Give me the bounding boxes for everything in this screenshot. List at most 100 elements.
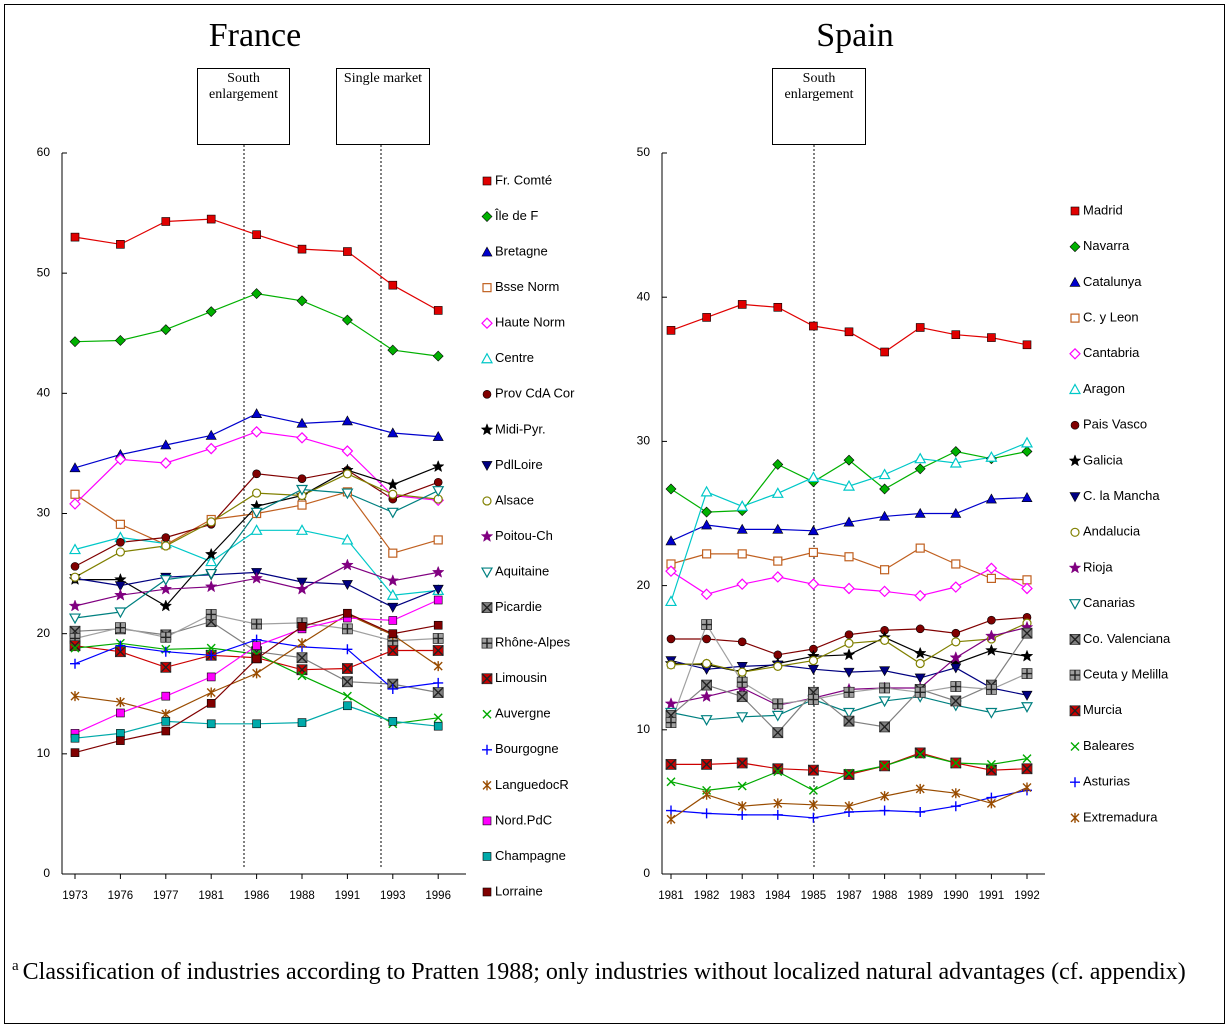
data-point: [808, 785, 818, 795]
marker-shape: [701, 679, 713, 691]
marker-shape: [736, 662, 748, 672]
legend-label: PdlLoire: [495, 457, 543, 472]
y-tick-label: 50: [637, 145, 651, 159]
data-point: [701, 506, 713, 518]
data-point: [250, 524, 263, 535]
marker-shape: [1069, 492, 1081, 503]
marker-shape: [69, 336, 81, 348]
marker-shape: [114, 453, 127, 466]
marker-shape: [879, 721, 891, 733]
data-point: [665, 483, 677, 495]
data-point: [1021, 690, 1033, 701]
marker-shape: [879, 805, 890, 816]
data-point: [701, 519, 713, 530]
data-point: [701, 758, 713, 770]
marker-shape: [807, 578, 820, 591]
data-point: [114, 646, 126, 658]
marker-shape: [160, 324, 172, 336]
series-line: [74, 612, 439, 754]
legend-label: LanguedocR: [495, 777, 569, 792]
marker-shape: [986, 573, 997, 583]
data-point: [251, 288, 263, 300]
marker-shape: [296, 652, 308, 664]
y-tick-label: 0: [43, 866, 50, 880]
marker-shape: [297, 718, 307, 727]
marker-shape: [432, 486, 445, 497]
marker-shape: [914, 463, 926, 475]
marker-shape: [843, 582, 855, 595]
marker-shape: [341, 558, 354, 571]
legend-marker: [1069, 705, 1081, 717]
legend-label: Murcia: [1083, 702, 1123, 717]
data-point: [114, 588, 127, 601]
data-point: [666, 660, 676, 670]
data-point: [1021, 763, 1033, 775]
legend-label: Andalucia: [1083, 524, 1141, 539]
data-point: [432, 486, 445, 497]
data-point: [387, 427, 399, 438]
marker-shape: [482, 638, 492, 649]
marker-shape: [808, 785, 818, 795]
data-point: [297, 718, 307, 727]
marker-shape: [1070, 420, 1080, 430]
data-point: [432, 430, 444, 441]
marker-shape: [1021, 627, 1033, 639]
data-point: [341, 314, 353, 326]
y-tick-label: 20: [37, 626, 51, 640]
legend-label: Aquitaine: [495, 563, 549, 578]
data-point: [773, 302, 783, 312]
marker-shape: [297, 500, 307, 510]
data-point: [116, 708, 125, 718]
legend-label: Île de F: [494, 208, 538, 223]
marker-shape: [161, 217, 171, 226]
data-point: [297, 671, 307, 681]
marker-shape: [296, 431, 308, 444]
marker-shape: [702, 313, 711, 322]
data-point: [1022, 782, 1032, 793]
data-point: [949, 581, 962, 593]
legend-marker: [481, 211, 493, 222]
legend-marker: [480, 567, 494, 579]
data-point: [1021, 582, 1033, 595]
marker-shape: [842, 479, 856, 491]
marker-shape: [808, 694, 819, 705]
marker-shape: [341, 676, 353, 688]
data-point: [915, 783, 925, 794]
marker-shape: [159, 582, 173, 595]
legend-marker: [1068, 383, 1082, 395]
data-point: [343, 701, 352, 711]
data-point: [296, 417, 308, 428]
marker-shape: [206, 609, 217, 620]
marker-shape: [161, 541, 171, 551]
marker-shape: [70, 691, 80, 702]
data-point: [433, 713, 443, 723]
marker-shape: [737, 781, 747, 791]
legend-label: Catalunya: [1083, 274, 1142, 289]
data-point: [986, 573, 997, 583]
marker-shape: [206, 214, 216, 224]
marker-shape: [481, 246, 493, 257]
data-point: [666, 805, 676, 816]
data-point: [69, 498, 81, 510]
data-point: [951, 330, 961, 339]
marker-shape: [807, 664, 819, 675]
data-point: [296, 295, 308, 307]
marker-shape: [116, 708, 125, 718]
data-point: [160, 661, 172, 673]
data-point: [250, 425, 263, 438]
data-point: [70, 489, 80, 499]
data-point: [114, 335, 126, 346]
data-point: [432, 633, 444, 644]
data-point: [879, 565, 890, 575]
data-point: [879, 805, 890, 816]
marker-shape: [665, 483, 677, 495]
x-tick-label: 1988: [289, 890, 315, 902]
data-point: [879, 635, 890, 645]
marker-shape: [807, 525, 819, 536]
marker-shape: [161, 717, 171, 726]
marker-shape: [295, 524, 309, 535]
y-tick-label: 40: [37, 386, 51, 400]
legend-label: Midi-Pyr.: [495, 421, 546, 436]
marker-shape: [69, 640, 81, 652]
data-point: [666, 634, 676, 644]
